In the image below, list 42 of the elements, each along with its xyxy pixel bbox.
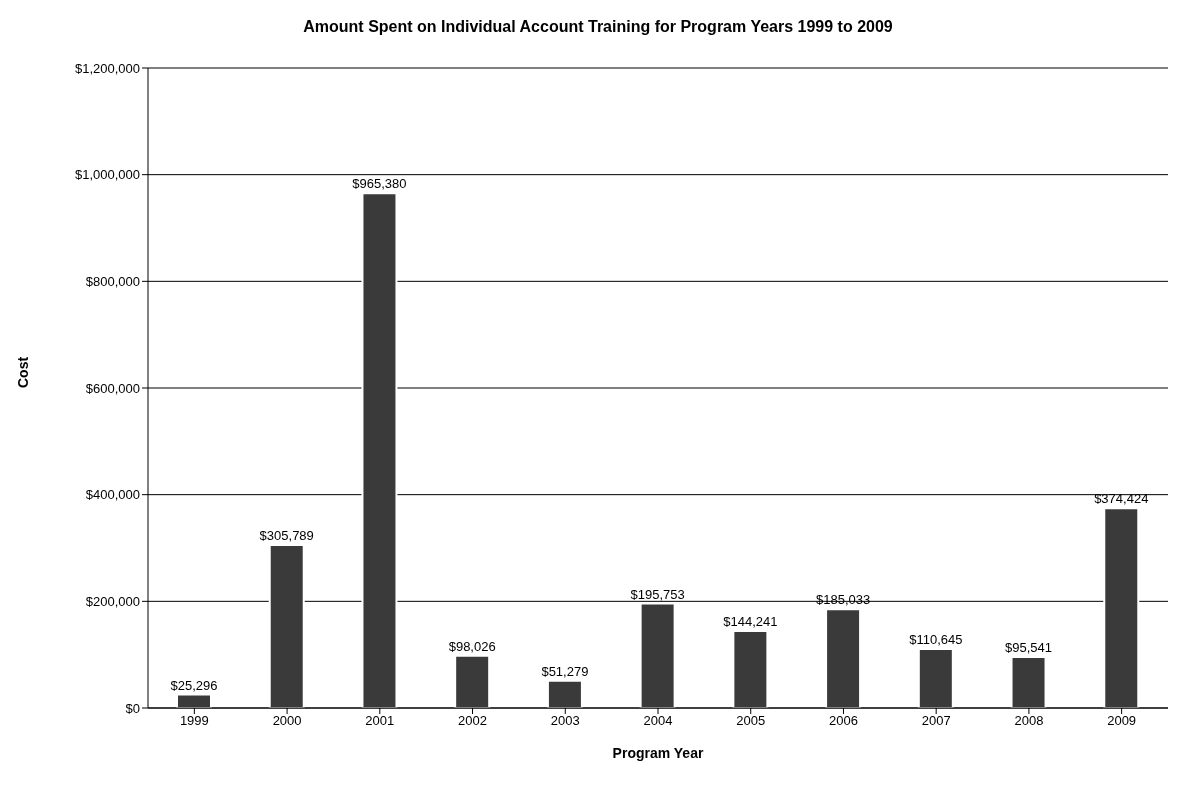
bar — [546, 679, 583, 708]
x-tick-label: 1999 — [179, 713, 209, 729]
bar — [176, 693, 212, 708]
bar — [639, 602, 676, 708]
x-tick-label: 2003 — [550, 713, 580, 729]
bar — [1010, 656, 1047, 708]
y-tick-label: $1,200,000 — [74, 60, 140, 76]
data-label: $110,645 — [909, 631, 963, 647]
y-tick-label: $600,000 — [85, 380, 140, 396]
y-tick-label: $1,000,000 — [74, 167, 140, 183]
x-axis-title: Program Year — [612, 745, 704, 761]
data-label: $98,026 — [448, 638, 496, 654]
y-tick-label: $400,000 — [85, 487, 140, 503]
data-label: $95,541 — [1005, 640, 1053, 656]
bar — [917, 647, 954, 708]
bar — [268, 543, 305, 708]
bar — [361, 192, 398, 708]
data-label: $305,789 — [259, 527, 314, 543]
x-tick-label: 2001 — [365, 713, 395, 729]
x-tick-label: 2006 — [828, 713, 858, 729]
x-tick-label: 2008 — [1014, 713, 1044, 729]
x-tick-label: 2005 — [736, 713, 766, 729]
x-tick-label: 2000 — [272, 713, 302, 729]
y-tick-label: $0 — [125, 700, 140, 716]
data-label: $374,424 — [1094, 491, 1149, 507]
data-label: $25,296 — [170, 677, 218, 693]
data-label: $195,753 — [630, 586, 685, 602]
x-tick-label: 2009 — [1107, 713, 1137, 729]
x-tick-label: 2002 — [458, 713, 488, 729]
y-tick-label: $800,000 — [85, 273, 140, 289]
data-label: $51,279 — [541, 663, 589, 679]
bar — [454, 654, 491, 708]
bar — [825, 608, 862, 708]
y-axis-title: Cost — [14, 356, 31, 388]
data-label: $144,241 — [723, 614, 778, 630]
bar — [732, 630, 769, 708]
chart-title: Amount Spent on Individual Account Training for Program Years 1999 to 2009 — [302, 17, 894, 37]
bar — [1103, 507, 1140, 708]
data-label: $965,380 — [352, 176, 407, 192]
y-tick-label: $200,000 — [85, 593, 140, 609]
x-tick-label: 2004 — [643, 713, 673, 729]
x-tick-label: 2007 — [921, 713, 951, 729]
